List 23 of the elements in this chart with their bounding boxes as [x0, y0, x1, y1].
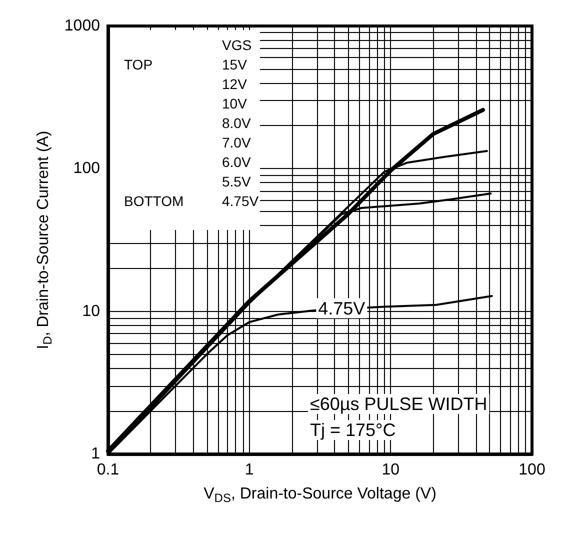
x-tick-label: 1 [244, 462, 254, 478]
annotation: Tj = 175°C [310, 420, 396, 440]
annotation: 7.0V [222, 134, 252, 150]
y-axis-title: ID, Drain-to-Source Current (A) [35, 130, 55, 350]
annotation: BOTTOM [124, 193, 184, 209]
y-tick-label: 100 [73, 160, 100, 178]
annotation: 12V [222, 76, 248, 92]
y-tick-label: 10 [82, 302, 100, 320]
x-tick-label: 100 [518, 462, 546, 478]
annotation: 8.0V [222, 115, 252, 131]
annotation: 10V [222, 96, 248, 112]
x-tick-label: 0.1 [96, 462, 120, 478]
x-tick-label: 10 [382, 462, 400, 478]
annotation: 6.0V [222, 154, 252, 170]
annotation: 4.75V [318, 298, 366, 318]
annotation: 4.75V [222, 193, 260, 209]
y-tick-label: 1000 [64, 18, 100, 34]
annotation: 15V [222, 56, 248, 72]
annotation: TOP [124, 56, 153, 72]
annotation: VGS [222, 37, 252, 53]
annotation: ≤60µs PULSE WIDTH [310, 394, 488, 414]
annotation: 5.5V [222, 174, 252, 190]
y-tick-label: 1 [91, 446, 100, 462]
